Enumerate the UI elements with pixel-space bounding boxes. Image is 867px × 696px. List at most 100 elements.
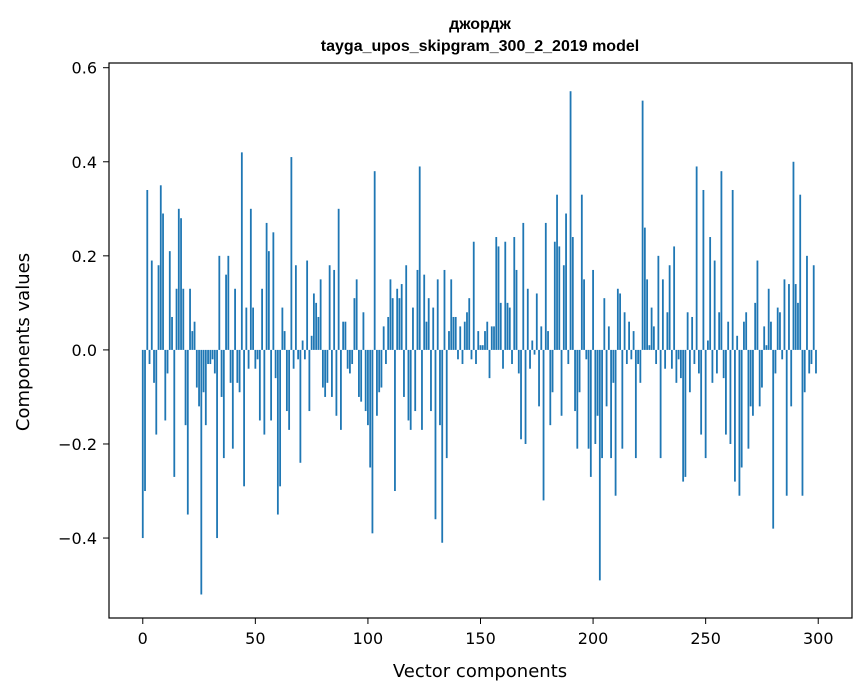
x-tick-label: 250 (690, 629, 721, 648)
bar (666, 312, 669, 350)
bar (448, 331, 450, 350)
bar (198, 349, 200, 407)
bar (148, 349, 151, 365)
bar (407, 349, 410, 421)
bar (682, 349, 685, 482)
bar (209, 349, 212, 365)
bar (195, 349, 198, 388)
bar (475, 349, 477, 365)
bar (508, 307, 511, 350)
bar (360, 349, 363, 402)
bars-group (141, 91, 817, 595)
bar (290, 157, 293, 350)
bar (524, 349, 527, 444)
bar (450, 279, 453, 350)
bar (490, 326, 493, 350)
bar (695, 166, 698, 350)
bar (468, 298, 471, 350)
bar (335, 349, 338, 416)
x-tick-label: 50 (245, 629, 265, 648)
bar (373, 171, 376, 350)
bar (349, 349, 351, 374)
bar (173, 349, 176, 477)
bar (702, 189, 705, 350)
bar (382, 326, 385, 350)
bar (562, 265, 565, 350)
bar (182, 288, 185, 350)
chart-title: джордж (449, 16, 511, 33)
bar (144, 349, 146, 492)
bar (679, 349, 682, 379)
bar (391, 298, 394, 350)
bar (204, 349, 207, 426)
bar (315, 302, 318, 350)
bar (632, 331, 635, 350)
bar (355, 279, 358, 350)
bar (643, 227, 646, 350)
y-axis-ticks: −0.4 −0.2 0.0 0.2 0.4 0.6 (58, 59, 109, 548)
bar (236, 349, 239, 383)
bar (803, 349, 806, 393)
bar (504, 241, 507, 350)
bar (738, 349, 741, 496)
y-tick-label: 0.6 (72, 59, 97, 78)
bar (263, 349, 266, 435)
bar (189, 288, 191, 350)
bar (371, 349, 374, 534)
bar (344, 321, 347, 350)
bar (560, 349, 563, 416)
bar (756, 260, 759, 350)
bar (648, 345, 651, 350)
bar (765, 345, 768, 350)
x-tick-label: 0 (138, 629, 148, 648)
bar (418, 166, 421, 350)
bar (175, 288, 178, 350)
bar (443, 269, 446, 350)
y-axis-label: Components values (13, 253, 34, 431)
bar (409, 349, 412, 430)
bar (454, 316, 457, 350)
bar (285, 349, 288, 412)
bar (540, 326, 543, 350)
bar (479, 345, 482, 350)
bar (459, 326, 462, 350)
bar (628, 321, 630, 350)
bar (299, 349, 302, 463)
x-tick-label: 100 (353, 629, 384, 648)
bar (229, 349, 232, 383)
bar (162, 213, 164, 350)
bar (657, 255, 660, 350)
bar (731, 189, 734, 350)
bar (333, 269, 336, 350)
bar (603, 298, 606, 350)
bar (281, 307, 284, 350)
bar (153, 349, 155, 383)
bar (670, 349, 673, 369)
bar (673, 246, 676, 350)
bar (743, 321, 745, 350)
bar (623, 312, 626, 350)
bar (808, 349, 811, 374)
bar (745, 312, 748, 350)
bar (254, 349, 257, 369)
bar (364, 349, 367, 412)
bar (596, 349, 599, 416)
bar (704, 349, 707, 459)
bar (439, 349, 441, 426)
bar (288, 349, 291, 430)
bar (661, 279, 664, 350)
bar (166, 349, 169, 374)
bar (385, 349, 387, 365)
bar (432, 307, 435, 350)
bar (788, 284, 790, 350)
bar (180, 218, 182, 350)
bar (565, 213, 567, 350)
bar (484, 331, 486, 350)
bar (141, 349, 144, 539)
bar (614, 349, 617, 496)
bar (634, 349, 637, 459)
bar (553, 241, 556, 350)
bar (542, 349, 545, 501)
bar (551, 349, 554, 393)
y-tick-label: 0.2 (72, 247, 97, 266)
